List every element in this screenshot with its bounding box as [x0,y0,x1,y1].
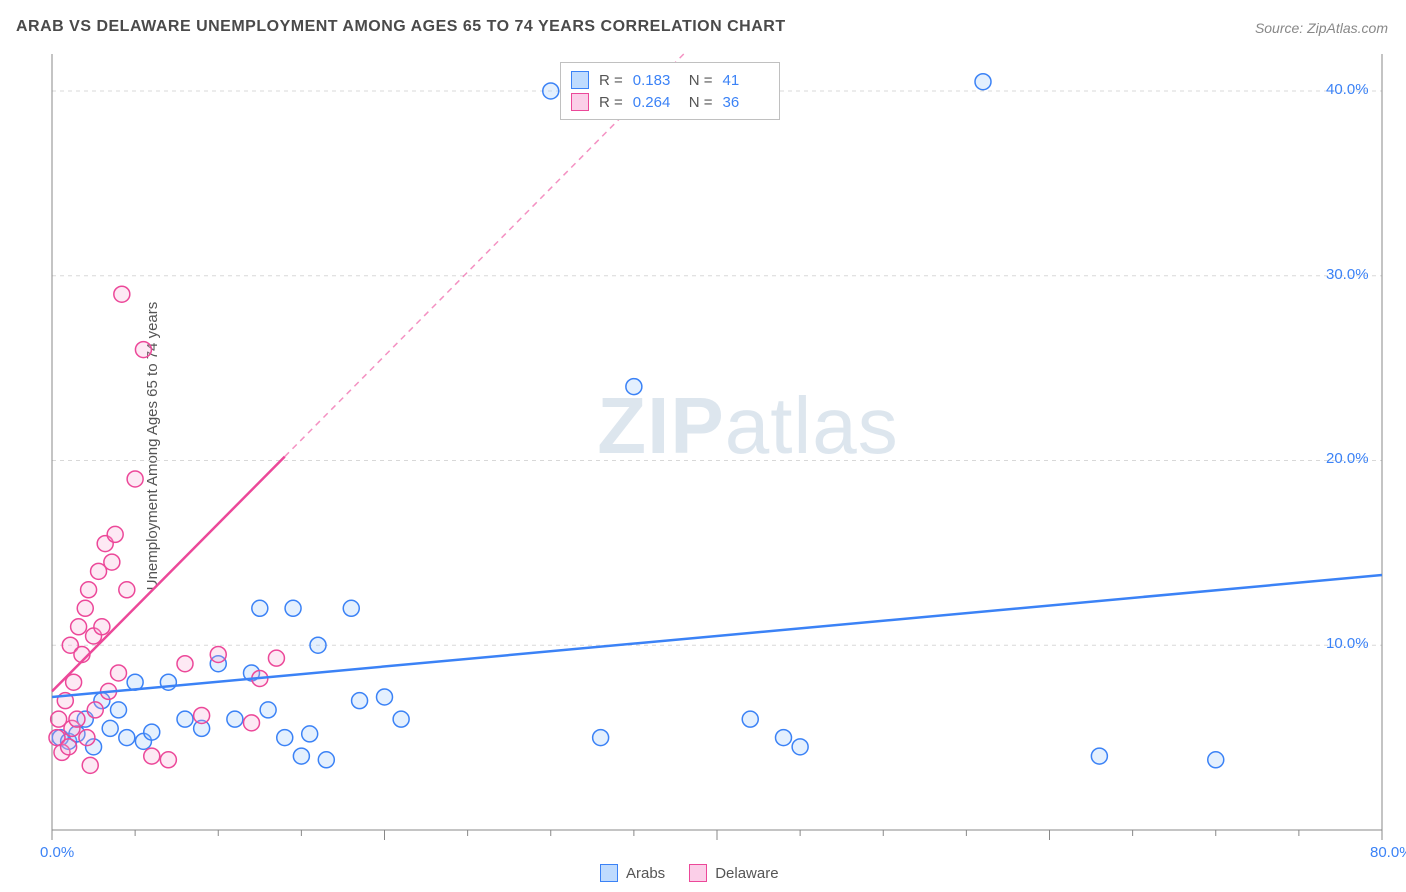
stat-n-label: N = [689,94,713,111]
x-axis-tick-label: 80.0% [1370,844,1406,861]
data-point [135,342,151,358]
scatter-plot [52,54,1382,830]
data-point [792,739,808,755]
data-point [302,726,318,742]
data-point [975,74,991,90]
data-point [343,600,359,616]
data-point [227,711,243,727]
data-point [104,554,120,570]
data-point [393,711,409,727]
stat-r-label: R = [599,94,623,111]
data-point [119,582,135,598]
legend-swatch [600,864,618,882]
data-point [260,702,276,718]
data-point [119,730,135,746]
data-point [293,748,309,764]
data-point [177,656,193,672]
stat-n-value: 36 [723,94,769,111]
data-point [210,646,226,662]
trend-line [52,575,1382,697]
stat-r-value: 0.264 [633,94,679,111]
data-point [87,702,103,718]
data-point [79,730,95,746]
data-point [252,600,268,616]
data-point [277,730,293,746]
data-point [1208,752,1224,768]
data-point [177,711,193,727]
legend-stat-row: R = 0.264 N = 36 [571,91,769,113]
data-point [61,739,77,755]
data-point [69,711,85,727]
data-point [102,720,118,736]
legend-series-label: Delaware [715,865,778,882]
source-attribution: Source: ZipAtlas.com [1255,20,1388,36]
y-axis-tick-label: 10.0% [1326,635,1369,652]
x-axis-tick-label: 0.0% [40,844,74,861]
legend-stat-row: R = 0.183 N = 41 [571,69,769,91]
data-point [377,689,393,705]
stat-r-value: 0.183 [633,72,679,89]
data-point [626,379,642,395]
stat-r-label: R = [599,72,623,89]
legend-series-item: Delaware [689,864,778,882]
y-axis-tick-label: 40.0% [1326,81,1369,98]
data-point [71,619,87,635]
data-point [352,693,368,709]
data-point [268,650,284,666]
data-point [1091,748,1107,764]
data-point [285,600,301,616]
data-point [82,757,98,773]
data-point [160,752,176,768]
data-point [742,711,758,727]
data-point [776,730,792,746]
chart-title: ARAB VS DELAWARE UNEMPLOYMENT AMONG AGES… [16,18,786,36]
data-point [114,286,130,302]
data-point [593,730,609,746]
data-point [310,637,326,653]
data-point [77,600,93,616]
legend-swatch [571,93,589,111]
legend-swatch [689,864,707,882]
data-point [127,471,143,487]
y-axis-tick-label: 20.0% [1326,450,1369,467]
data-point [543,83,559,99]
stat-n-label: N = [689,72,713,89]
data-point [111,702,127,718]
data-point [81,582,97,598]
data-point [107,526,123,542]
legend-stats-box: R = 0.183 N = 41 R = 0.264 N = 36 [560,62,780,120]
legend-series-item: Arabs [600,864,665,882]
trend-line [52,457,285,692]
data-point [144,748,160,764]
stat-n-value: 41 [723,72,769,89]
legend-series: Arabs Delaware [600,864,779,882]
data-point [111,665,127,681]
data-point [318,752,334,768]
y-axis-tick-label: 30.0% [1326,266,1369,283]
chart-container: ARAB VS DELAWARE UNEMPLOYMENT AMONG AGES… [0,0,1406,892]
data-point [194,707,210,723]
data-point [144,724,160,740]
legend-swatch [571,71,589,89]
data-point [94,619,110,635]
legend-series-label: Arabs [626,865,665,882]
data-point [244,715,260,731]
